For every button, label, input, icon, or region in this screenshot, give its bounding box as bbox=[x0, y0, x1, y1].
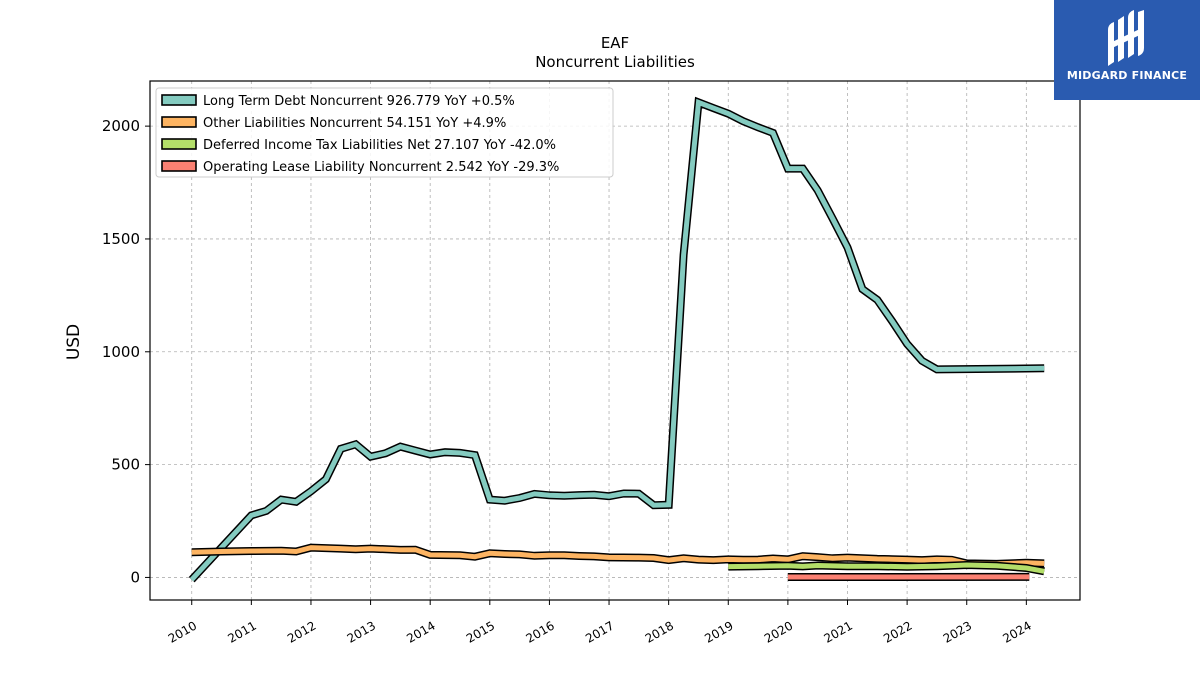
x-tick-label: 2015 bbox=[464, 618, 497, 645]
x-tick-label: 2023 bbox=[941, 618, 974, 645]
x-tick-label: 2021 bbox=[822, 618, 855, 645]
series-3 bbox=[728, 560, 1045, 576]
series-2 bbox=[191, 543, 1045, 568]
series-line bbox=[189, 98, 1045, 582]
x-tick-label: 2014 bbox=[404, 618, 437, 645]
y-tick-label: 2000 bbox=[102, 117, 140, 135]
y-axis-label: USD bbox=[64, 324, 84, 360]
series-1 bbox=[188, 96, 1045, 583]
x-tick-label: 2019 bbox=[702, 618, 735, 645]
y-tick-label: 500 bbox=[111, 456, 140, 474]
legend-swatch bbox=[161, 94, 197, 106]
x-tick-label: 2017 bbox=[583, 618, 616, 645]
legend-swatch bbox=[161, 138, 197, 150]
legend-label: Long Term Debt Noncurrent 926.779 YoY +0… bbox=[203, 94, 515, 109]
chart-subtitle: Noncurrent Liabilities bbox=[535, 53, 695, 71]
legend: Long Term Debt Noncurrent 926.779 YoY +0… bbox=[155, 87, 614, 178]
legend-label: Operating Lease Liability Noncurrent 2.5… bbox=[203, 160, 559, 175]
x-tick-label: 2016 bbox=[523, 618, 556, 645]
x-tick-label: 2012 bbox=[285, 618, 318, 645]
chart-title: EAF bbox=[601, 34, 629, 52]
x-tick-label: 2022 bbox=[881, 618, 914, 645]
midgard-logo-icon bbox=[1108, 10, 1144, 66]
y-tick-label: 1000 bbox=[102, 343, 140, 361]
brand-logo: MIDGARD FINANCE bbox=[1054, 0, 1200, 100]
legend-label: Deferred Income Tax Liabilities Net 27.1… bbox=[203, 138, 556, 153]
legend-box bbox=[155, 87, 614, 178]
brand-logo-text: MIDGARD FINANCE bbox=[1066, 69, 1188, 82]
legend-label: Other Liabilities Noncurrent 54.151 YoY … bbox=[203, 116, 506, 131]
legend-swatch bbox=[161, 160, 197, 172]
series-line bbox=[728, 562, 1045, 574]
plot-frame bbox=[149, 80, 1081, 601]
legend-swatch bbox=[161, 116, 197, 128]
x-tick-label: 2024 bbox=[1000, 618, 1033, 645]
x-tick-label: 2013 bbox=[345, 618, 378, 645]
x-tick-label: 2010 bbox=[166, 618, 199, 645]
x-tick-label: 2011 bbox=[225, 618, 258, 645]
y-tick-label: 0 bbox=[130, 568, 140, 586]
x-tick-label: 2018 bbox=[643, 618, 676, 645]
y-tick-label: 1500 bbox=[102, 230, 140, 248]
x-tick-label: 2020 bbox=[762, 618, 795, 645]
series-line bbox=[191, 545, 1045, 567]
series-lines bbox=[188, 96, 1045, 583]
